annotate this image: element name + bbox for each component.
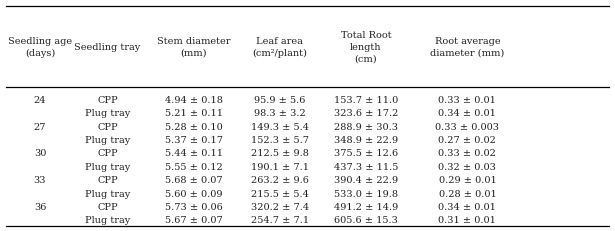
Text: 98.3 ± 3.2: 98.3 ± 3.2 (254, 109, 306, 118)
Text: 5.68 ± 0.07: 5.68 ± 0.07 (165, 175, 223, 184)
Text: 149.3 ± 5.4: 149.3 ± 5.4 (251, 122, 309, 131)
Text: Leaf area
(cm²/plant): Leaf area (cm²/plant) (252, 37, 308, 58)
Text: 33: 33 (34, 175, 46, 184)
Text: Root average
diameter (mm): Root average diameter (mm) (430, 37, 504, 58)
Text: 0.31 ± 0.01: 0.31 ± 0.01 (438, 215, 496, 224)
Text: Plug tray: Plug tray (85, 162, 130, 171)
Text: 437.3 ± 11.5: 437.3 ± 11.5 (334, 162, 398, 171)
Text: 605.6 ± 15.3: 605.6 ± 15.3 (334, 215, 398, 224)
Text: Stem diameter
(mm): Stem diameter (mm) (157, 37, 231, 58)
Text: 95.9 ± 5.6: 95.9 ± 5.6 (254, 96, 306, 105)
Text: 390.4 ± 22.9: 390.4 ± 22.9 (334, 175, 398, 184)
Text: CPP: CPP (97, 122, 118, 131)
Text: 30: 30 (34, 149, 46, 158)
Text: 5.37 ± 0.17: 5.37 ± 0.17 (165, 136, 223, 145)
Text: 5.73 ± 0.06: 5.73 ± 0.06 (165, 202, 223, 211)
Text: Plug tray: Plug tray (85, 109, 130, 118)
Text: 153.7 ± 11.0: 153.7 ± 11.0 (334, 96, 398, 105)
Text: Plug tray: Plug tray (85, 136, 130, 145)
Text: 0.33 ± 0.003: 0.33 ± 0.003 (435, 122, 499, 131)
Text: 0.33 ± 0.02: 0.33 ± 0.02 (438, 149, 496, 158)
Text: 36: 36 (34, 202, 46, 211)
Text: 0.34 ± 0.01: 0.34 ± 0.01 (438, 109, 496, 118)
Text: CPP: CPP (97, 202, 118, 211)
Text: CPP: CPP (97, 149, 118, 158)
Text: 215.5 ± 5.4: 215.5 ± 5.4 (251, 189, 309, 198)
Text: 0.29 ± 0.01: 0.29 ± 0.01 (438, 175, 496, 184)
Text: 24: 24 (34, 96, 46, 105)
Text: 190.1 ± 7.1: 190.1 ± 7.1 (251, 162, 309, 171)
Text: 5.28 ± 0.10: 5.28 ± 0.10 (165, 122, 223, 131)
Text: 212.5 ± 9.8: 212.5 ± 9.8 (251, 149, 309, 158)
Text: 323.6 ± 17.2: 323.6 ± 17.2 (334, 109, 398, 118)
Text: 0.27 ± 0.02: 0.27 ± 0.02 (438, 136, 496, 145)
Text: 0.34 ± 0.01: 0.34 ± 0.01 (438, 202, 496, 211)
Text: CPP: CPP (97, 175, 118, 184)
Text: CPP: CPP (97, 96, 118, 105)
Text: 5.67 ± 0.07: 5.67 ± 0.07 (165, 215, 223, 224)
Text: 0.33 ± 0.01: 0.33 ± 0.01 (438, 96, 496, 105)
Text: Total Root
length
(cm): Total Root length (cm) (341, 31, 391, 64)
Text: Seedling tray: Seedling tray (74, 43, 141, 52)
Text: 152.3 ± 5.7: 152.3 ± 5.7 (251, 136, 309, 145)
Text: Plug tray: Plug tray (85, 215, 130, 224)
Text: 27: 27 (34, 122, 46, 131)
Text: 288.9 ± 30.3: 288.9 ± 30.3 (334, 122, 398, 131)
Text: 5.21 ± 0.11: 5.21 ± 0.11 (165, 109, 223, 118)
Text: 4.94 ± 0.18: 4.94 ± 0.18 (165, 96, 223, 105)
Text: Seedling age
(days): Seedling age (days) (8, 37, 72, 58)
Text: 533.0 ± 19.8: 533.0 ± 19.8 (334, 189, 398, 198)
Text: 491.2 ± 14.9: 491.2 ± 14.9 (334, 202, 398, 211)
Text: 254.7 ± 7.1: 254.7 ± 7.1 (251, 215, 309, 224)
Text: 375.5 ± 12.6: 375.5 ± 12.6 (334, 149, 398, 158)
Text: Plug tray: Plug tray (85, 189, 130, 198)
Text: 0.28 ± 0.01: 0.28 ± 0.01 (438, 189, 496, 198)
Text: 320.2 ± 7.4: 320.2 ± 7.4 (251, 202, 309, 211)
Text: 0.32 ± 0.03: 0.32 ± 0.03 (438, 162, 496, 171)
Text: 5.44 ± 0.11: 5.44 ± 0.11 (165, 149, 223, 158)
Text: 5.55 ± 0.12: 5.55 ± 0.12 (165, 162, 223, 171)
Text: 5.60 ± 0.09: 5.60 ± 0.09 (165, 189, 223, 198)
Text: 348.9 ± 22.9: 348.9 ± 22.9 (334, 136, 398, 145)
Text: 263.2 ± 9.6: 263.2 ± 9.6 (251, 175, 309, 184)
